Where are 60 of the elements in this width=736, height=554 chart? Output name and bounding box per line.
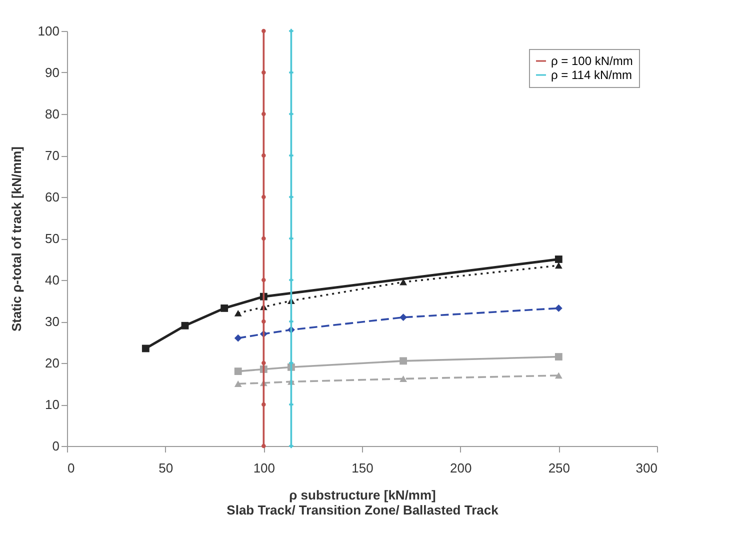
y-tick-label: 50 — [45, 231, 60, 246]
y-tick-label: 30 — [45, 314, 60, 329]
point — [234, 380, 242, 387]
y-tick-label: 100 — [38, 24, 60, 38]
x-tick-label: 50 — [158, 460, 174, 476]
point — [262, 236, 266, 241]
point — [289, 319, 294, 324]
point — [289, 70, 294, 75]
point — [220, 304, 228, 312]
point — [400, 314, 408, 322]
x-tick-label: 100 — [253, 460, 276, 476]
point — [289, 444, 294, 448]
point — [262, 112, 266, 116]
legend-label: ρ = 114 kN/mm — [551, 68, 632, 82]
y-tick-label: 70 — [45, 148, 60, 163]
point — [234, 368, 242, 376]
point — [142, 344, 150, 352]
x-tick-label: 150 — [352, 460, 374, 476]
point — [262, 402, 266, 407]
legend-label: ρ = 100 kN/mm — [551, 54, 633, 68]
x-tick-label: 300 — [636, 460, 658, 476]
point — [234, 334, 242, 342]
point — [262, 153, 266, 158]
point — [554, 304, 562, 312]
point — [554, 372, 562, 379]
y-tick-label: 0 — [52, 438, 60, 454]
point — [289, 360, 294, 366]
point — [400, 376, 408, 382]
point — [262, 360, 266, 366]
point — [289, 402, 294, 407]
point — [400, 357, 408, 365]
point — [289, 153, 294, 158]
point — [181, 322, 189, 330]
y-tick-label: 90 — [45, 65, 60, 80]
y-tick-label: 40 — [45, 272, 60, 288]
point — [262, 194, 266, 200]
y-tick-label: 20 — [45, 356, 60, 370]
point — [289, 236, 294, 241]
x-axis-title: ρ substructure [kN/mm] — [289, 488, 436, 502]
y-tick-label: 10 — [45, 397, 60, 412]
point — [262, 28, 266, 34]
x-tick-label: 200 — [450, 460, 472, 476]
point — [289, 278, 294, 282]
point — [554, 262, 562, 269]
y-axis-title: Static ρ-total of track [kN/mm] — [8, 146, 24, 332]
point — [262, 444, 266, 448]
point — [289, 112, 294, 116]
y-tick-label: 60 — [45, 190, 60, 204]
text: Slab Track/ Transition Zone/ Ballasted Track — [226, 502, 500, 518]
point — [289, 194, 294, 200]
x-tick-label: 0 — [68, 460, 75, 476]
y-tick-label: 80 — [45, 106, 60, 122]
x-tick-label: 250 — [548, 460, 570, 476]
point — [289, 28, 294, 34]
point — [262, 70, 266, 75]
point — [262, 319, 266, 324]
point — [554, 256, 562, 263]
point — [234, 310, 242, 316]
point — [262, 278, 266, 282]
point — [554, 353, 562, 360]
